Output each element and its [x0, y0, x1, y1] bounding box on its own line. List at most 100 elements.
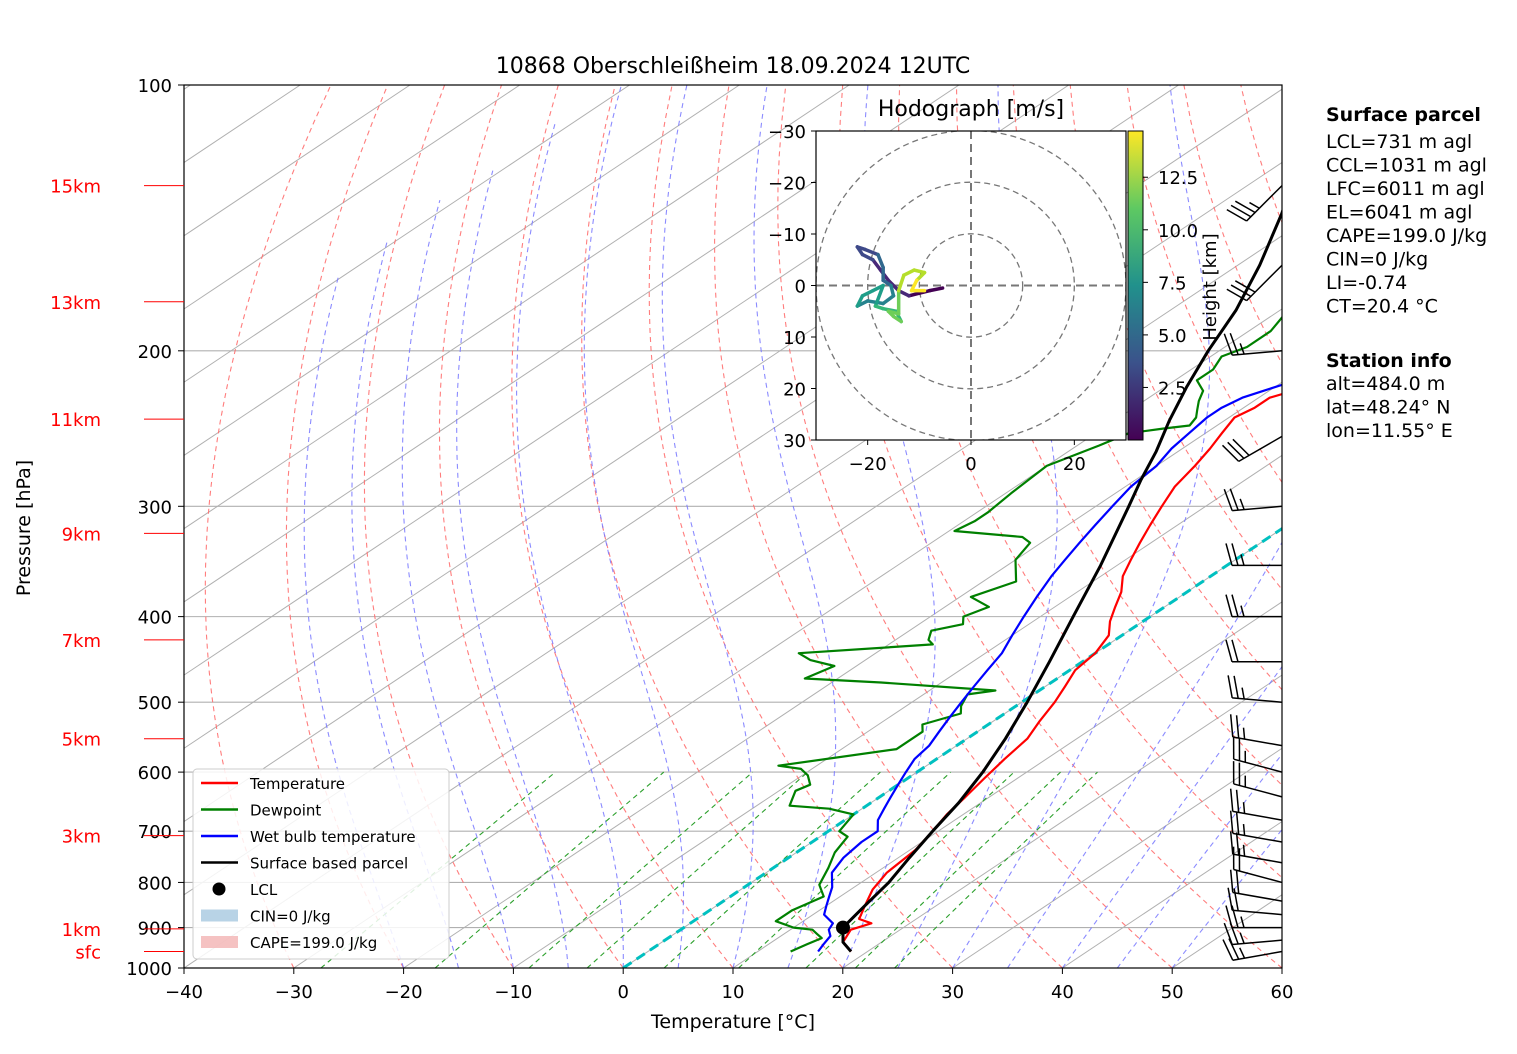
hodograph-segment [863, 247, 880, 257]
height-marker-label: 7km [62, 631, 101, 652]
hodograph-segment [876, 252, 885, 270]
x-tick-label: 20 [831, 982, 854, 1003]
barb-staff [1238, 435, 1283, 463]
barb-flag [1235, 715, 1240, 739]
y-tick-label: 200 [138, 342, 172, 363]
barb-flag [1230, 284, 1252, 298]
hodograph-segment [927, 286, 945, 293]
colorbar-tick-label: 10.0 [1158, 221, 1198, 242]
hodograph-ring [867, 181, 1075, 390]
surface-parcel-line: LCL=731 m agl [1326, 131, 1472, 153]
surface-parcel-line: CIN=0 J/kg [1326, 249, 1428, 271]
height-marker-label: 1km [62, 920, 101, 941]
barb-flag [1231, 543, 1239, 566]
chart-title: 10868 Oberschleißheim 18.09.2024 12UTC [496, 54, 971, 79]
barb-half [1239, 498, 1245, 510]
x-tick-label: 50 [1161, 982, 1184, 1003]
height-marker-label: 3km [62, 827, 101, 848]
y-tick-label: 300 [138, 497, 172, 518]
barb-flag [1225, 594, 1233, 617]
colorbar-tick-label: 2.5 [1158, 378, 1187, 399]
barb-half [1239, 947, 1246, 959]
barb-flag [1223, 333, 1233, 356]
barb-flag [1229, 332, 1239, 355]
barb-half [1242, 824, 1246, 836]
barb-flag [1221, 444, 1240, 462]
dry-adiabat [1468, 85, 1517, 968]
barb-flag [1229, 831, 1234, 855]
legend-box [192, 768, 450, 960]
hodograph-ticks: −30 −20 −10 0 10 20 30 −20 0 20 [768, 122, 1086, 475]
barb-half [1239, 343, 1245, 355]
legend-label: LCL [250, 881, 278, 899]
barb-flag [1231, 905, 1239, 928]
y-tick-label: 400 [138, 608, 172, 629]
hodograph-segment [907, 291, 922, 298]
moist-adiabat [897, 85, 1058, 968]
hodograph-y-tick-label: −30 [768, 122, 806, 143]
dry-adiabat [1126, 85, 1282, 484]
dry-adiabat [511, 85, 734, 968]
wind-barb [1229, 869, 1283, 902]
barb-staff [1232, 350, 1283, 356]
barb-flag [1235, 870, 1240, 894]
barb-staff [1232, 950, 1283, 961]
hodograph-segment [896, 273, 906, 293]
dry-adiabat [438, 85, 624, 968]
x-tick-label: −10 [494, 982, 532, 1003]
isotherm-line [513, 454, 1282, 968]
hodograph-segment [855, 294, 865, 308]
barb-staff [1232, 697, 1283, 703]
legend-swatch [201, 936, 238, 948]
legend-swatch [212, 882, 226, 896]
barb-flag [1234, 280, 1256, 293]
y-tick-label: 800 [138, 873, 172, 894]
dry-adiabat [955, 85, 1282, 786]
wind-barb [1232, 736, 1283, 773]
barb-flag [1226, 209, 1248, 222]
isotherm-line [293, 308, 1282, 968]
dewpoint-line [774, 315, 1282, 953]
barb-staff [1232, 832, 1283, 843]
wind-barb [1227, 675, 1283, 703]
height-marker-label: 5km [62, 730, 101, 751]
x-tick-label: −40 [165, 982, 203, 1003]
barb-flag [1227, 887, 1233, 911]
barb-staff [1246, 264, 1283, 302]
dry-adiabat [714, 85, 1063, 968]
barb-flag [1227, 441, 1245, 459]
barb-staff [1246, 185, 1283, 222]
hodograph: Hodograph [m/s] −30 −20 −10 0 10 20 30 −20 0 20 2… [768, 97, 1221, 475]
surface-parcel-line: CAPE=199.0 J/kg [1326, 225, 1487, 247]
barb-flag [1232, 438, 1250, 456]
dry-adiabat [581, 85, 844, 968]
wind-barb [1226, 185, 1283, 222]
hodograph-y-tick-label: 20 [783, 380, 806, 401]
barb-flag [1222, 939, 1234, 961]
moist-adiabat [516, 121, 624, 968]
barb-flag [1225, 639, 1233, 662]
colorbar-tick-label: 5.0 [1158, 326, 1187, 347]
mixing-ratio-line [805, 771, 1015, 968]
station-info-line: alt=484.0 m [1326, 373, 1445, 395]
barb-flag [1235, 811, 1240, 835]
moist-adiabat [303, 276, 405, 968]
y-tick-label: 500 [138, 693, 172, 714]
barb-half [1242, 844, 1246, 857]
x-axis-label: Temperature [°C] [650, 1011, 815, 1033]
wind-barb [1223, 332, 1283, 356]
moist-adiabat [456, 170, 569, 968]
hodograph-title: Hodograph [m/s] [878, 97, 1064, 122]
dry-adiabat [648, 85, 953, 968]
station-info-heading: Station info [1326, 350, 1452, 372]
barb-flag [1229, 810, 1234, 834]
hodograph-segment [902, 268, 916, 277]
legend-label: Dewpoint [250, 802, 321, 820]
barb-flag [1223, 489, 1233, 511]
barb-flag [1225, 905, 1233, 928]
barb-half [1240, 916, 1245, 928]
barb-flag [1235, 832, 1240, 856]
barb-half [1240, 605, 1245, 617]
profile-lines [774, 208, 1282, 953]
